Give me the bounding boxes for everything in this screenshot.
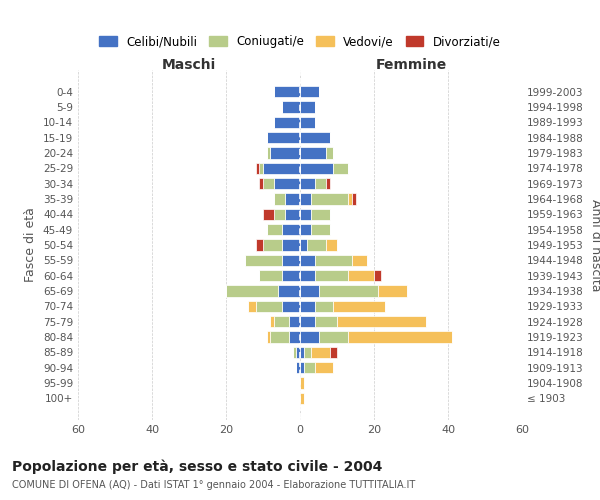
Bar [281,239,300,251]
Bar [304,346,311,358]
Bar [311,224,329,235]
Bar [300,270,315,281]
Bar [271,316,274,328]
Legend: Celibi/Nubili, Coniugati/e, Vedovi/e, Divorziati/e: Celibi/Nubili, Coniugati/e, Vedovi/e, Di… [95,30,505,53]
Bar [266,224,281,235]
Bar [300,101,315,112]
Bar [248,300,256,312]
Bar [337,316,426,328]
Bar [304,362,315,374]
Bar [300,316,315,328]
Bar [300,224,311,235]
Bar [259,162,263,174]
Bar [300,162,334,174]
Bar [289,316,300,328]
Bar [281,270,300,281]
Bar [300,86,319,98]
Bar [352,193,355,204]
Bar [271,147,300,158]
Bar [285,208,300,220]
Bar [300,193,311,204]
Bar [348,332,452,343]
Bar [278,286,300,297]
Bar [300,378,304,389]
Bar [374,270,382,281]
Bar [319,286,378,297]
Text: Femmine: Femmine [376,58,446,71]
Bar [300,392,304,404]
Bar [326,239,337,251]
Bar [348,193,352,204]
Bar [256,239,263,251]
Y-axis label: Fasce di età: Fasce di età [25,208,37,282]
Bar [300,178,315,190]
Bar [271,332,289,343]
Bar [266,332,271,343]
Bar [266,147,271,158]
Bar [245,254,281,266]
Bar [326,147,334,158]
Bar [263,162,300,174]
Bar [281,101,300,112]
Bar [274,178,300,190]
Bar [307,239,326,251]
Bar [300,362,304,374]
Bar [263,178,274,190]
Bar [300,132,329,143]
Bar [311,193,348,204]
Text: Maschi: Maschi [162,58,216,71]
Bar [300,346,304,358]
Bar [289,332,300,343]
Bar [300,254,315,266]
Bar [300,239,307,251]
Text: COMUNE DI OFENA (AQ) - Dati ISTAT 1° gennaio 2004 - Elaborazione TUTTITALIA.IT: COMUNE DI OFENA (AQ) - Dati ISTAT 1° gen… [12,480,415,490]
Bar [334,300,385,312]
Bar [285,193,300,204]
Bar [300,208,311,220]
Bar [274,316,289,328]
Bar [263,208,274,220]
Bar [315,270,348,281]
Bar [263,239,281,251]
Bar [296,362,300,374]
Bar [315,362,334,374]
Bar [281,300,300,312]
Bar [281,254,300,266]
Bar [311,208,329,220]
Bar [259,178,263,190]
Bar [274,193,285,204]
Bar [274,116,300,128]
Bar [300,286,319,297]
Text: Popolazione per età, sesso e stato civile - 2004: Popolazione per età, sesso e stato civil… [12,460,382,474]
Bar [296,346,300,358]
Bar [315,316,337,328]
Bar [266,132,300,143]
Bar [256,162,259,174]
Bar [326,178,329,190]
Bar [259,270,281,281]
Bar [293,346,296,358]
Bar [274,208,285,220]
Bar [226,286,278,297]
Bar [315,254,352,266]
Bar [300,147,326,158]
Bar [378,286,407,297]
Bar [315,300,334,312]
Bar [300,332,319,343]
Bar [281,224,300,235]
Bar [311,346,329,358]
Bar [300,116,315,128]
Bar [334,162,348,174]
Bar [348,270,374,281]
Bar [352,254,367,266]
Bar [329,346,337,358]
Bar [274,86,300,98]
Bar [315,178,326,190]
Bar [300,300,315,312]
Bar [319,332,348,343]
Y-axis label: Anni di nascita: Anni di nascita [589,198,600,291]
Bar [256,300,281,312]
